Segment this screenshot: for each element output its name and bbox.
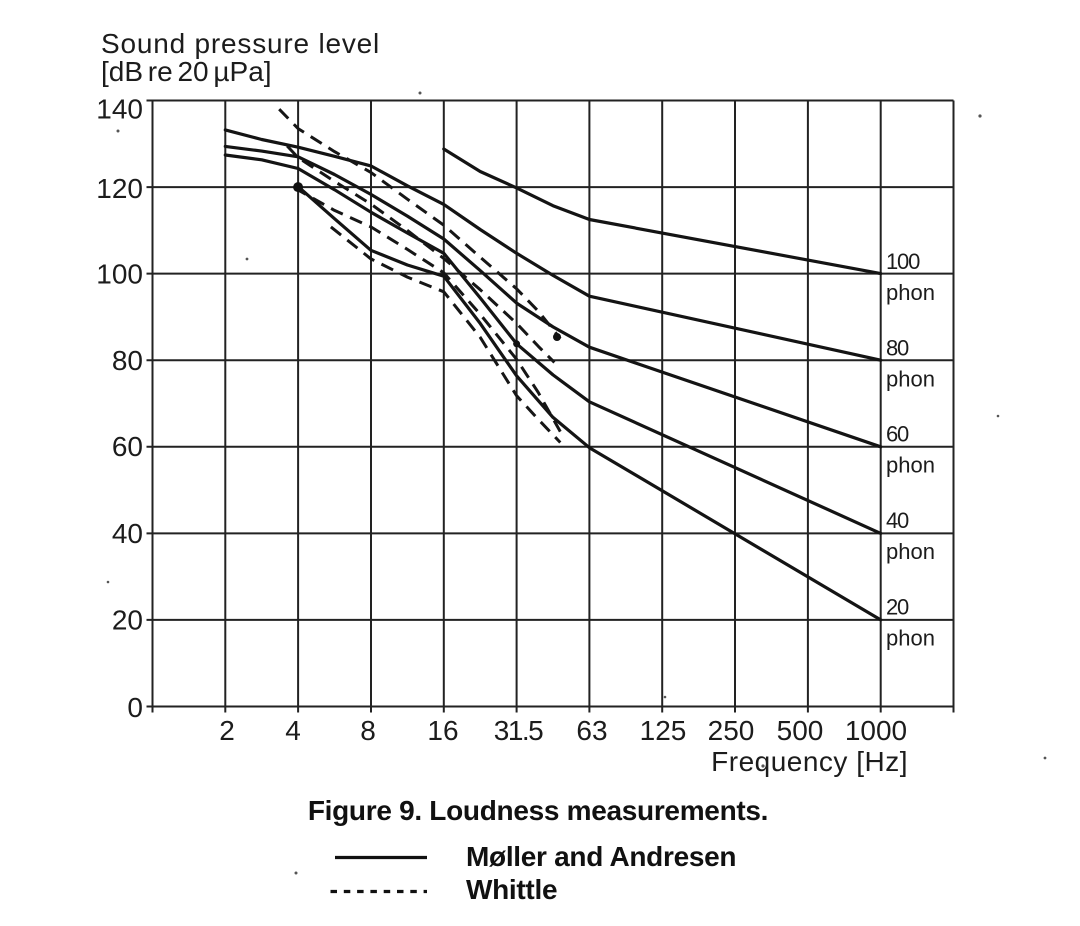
svg-text:4: 4 xyxy=(285,715,301,746)
svg-text:16: 16 xyxy=(427,715,458,746)
svg-text:125: 125 xyxy=(640,715,687,746)
svg-text:phon: phon xyxy=(886,367,935,392)
svg-text:20: 20 xyxy=(886,595,909,620)
svg-text:60: 60 xyxy=(112,431,143,462)
svg-text:Frequency [Hz]: Frequency [Hz] xyxy=(711,746,908,777)
svg-text:Figure 9. Loudness measurement: Figure 9. Loudness measurements. xyxy=(308,795,768,826)
svg-text:20: 20 xyxy=(112,605,143,636)
svg-text:80: 80 xyxy=(112,345,143,376)
svg-text:0: 0 xyxy=(127,692,143,723)
svg-text:Møller and Andresen: Møller and Andresen xyxy=(466,841,736,872)
svg-text:40: 40 xyxy=(886,508,909,533)
svg-text:[dB re 20 µPa]: [dB re 20 µPa] xyxy=(101,56,272,87)
svg-text:2: 2 xyxy=(219,715,235,746)
svg-text:8: 8 xyxy=(360,715,376,746)
svg-text:63: 63 xyxy=(576,715,607,746)
svg-text:31.5: 31.5 xyxy=(494,715,543,746)
svg-text:250: 250 xyxy=(708,715,755,746)
svg-text:100: 100 xyxy=(96,259,143,290)
svg-text:500: 500 xyxy=(777,715,824,746)
svg-text:phon: phon xyxy=(886,280,935,305)
svg-text:Sound pressure level: Sound pressure level xyxy=(101,28,380,59)
svg-text:100: 100 xyxy=(886,249,920,274)
svg-text:60: 60 xyxy=(886,422,909,447)
svg-text:120: 120 xyxy=(96,173,143,204)
svg-text:140: 140 xyxy=(96,94,143,125)
svg-text:phon: phon xyxy=(886,626,935,651)
svg-text:1000: 1000 xyxy=(845,715,907,746)
svg-text:40: 40 xyxy=(112,518,143,549)
svg-text:phon: phon xyxy=(886,453,935,478)
svg-text:phon: phon xyxy=(886,539,935,564)
svg-text:Whittle: Whittle xyxy=(466,874,557,905)
svg-text:80: 80 xyxy=(886,336,909,361)
